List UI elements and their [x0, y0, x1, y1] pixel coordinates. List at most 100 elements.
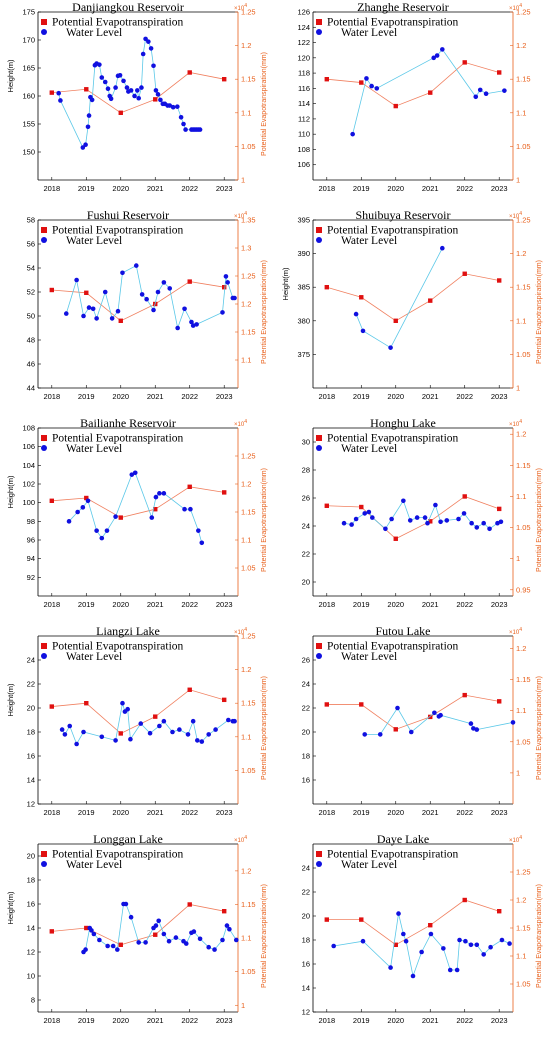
evap-point	[428, 714, 433, 720]
x-tick-label: 2022	[181, 600, 198, 609]
evap-point	[462, 692, 467, 698]
water-level-point	[94, 528, 99, 533]
legend-evap-label: Potential Evapotranspiration	[52, 433, 184, 445]
evap-point	[497, 909, 502, 914]
y2-tick-label: 1	[516, 554, 520, 563]
x-tick-label: 2018	[43, 1016, 60, 1025]
x-tick-label: 2022	[181, 392, 198, 401]
water-level-point	[447, 967, 453, 973]
evap-point	[462, 60, 467, 65]
chart-panel: Zhanghe Reservoir 2018 2019 2020 2021 2022 202…	[297, 0, 530, 193]
water-level-point	[507, 941, 512, 946]
water-level-point	[99, 535, 105, 541]
evap-point	[359, 504, 364, 510]
y2-tick-label: 1.15	[241, 900, 256, 909]
water-level-point	[440, 47, 445, 52]
evap-point	[462, 271, 467, 276]
legend-water-marker	[316, 237, 322, 243]
water-level-point	[170, 729, 175, 735]
water-level-point	[109, 316, 115, 321]
water-level-point	[105, 943, 110, 949]
water-level-point	[115, 947, 120, 952]
y-tick-label: 98	[27, 517, 35, 526]
legend-water-label: Water Level	[66, 443, 122, 455]
water-level-point	[396, 911, 401, 916]
water-level-point	[510, 720, 516, 725]
x-tick-label: 2022	[181, 184, 198, 193]
y-tick-label: 24	[27, 656, 35, 665]
evap-point	[462, 897, 467, 903]
water-level-point	[80, 505, 86, 510]
x-tick-label: 2018	[43, 184, 60, 193]
water-level-point	[86, 305, 92, 310]
legend-evap-marker	[41, 227, 47, 233]
water-level-point	[102, 79, 108, 85]
water-level-point	[473, 94, 479, 100]
water-level-point	[108, 96, 114, 102]
chart-title: Bailianhe Reservoir	[80, 416, 176, 430]
water-level-point	[224, 923, 230, 928]
chart-title: Futou Lake	[376, 624, 431, 638]
water-level-point	[360, 938, 366, 944]
evap-point	[118, 731, 123, 736]
water-level-point	[194, 322, 199, 327]
y2-tick-label: 1.15	[516, 75, 531, 84]
water-level-point	[113, 738, 118, 743]
x-tick-label: 2023	[216, 392, 233, 401]
x-tick-label: 2023	[216, 808, 233, 817]
y-tick-label: 114	[298, 99, 310, 108]
y-tick-label: 94	[27, 554, 35, 563]
evap-point	[497, 278, 502, 283]
evap-point	[497, 699, 502, 704]
evap-point	[84, 495, 89, 501]
x-tick-label: 2018	[318, 184, 335, 193]
water-level-point	[232, 718, 237, 724]
water-level-line	[343, 499, 502, 530]
chart-title: Longgan Lake	[93, 832, 163, 846]
water-level-point	[155, 92, 161, 97]
y-tick-label: 24	[302, 864, 310, 873]
water-level-point	[121, 78, 126, 84]
x-tick-label: 2020	[112, 184, 129, 193]
legend-water-label: Water Level	[66, 859, 122, 871]
legend-water-marker	[41, 653, 47, 659]
chart-panel: Fushui Reservoir 2018 2019 2020 2021 2022 2023…	[27, 208, 268, 401]
y-tick-label: 108	[297, 145, 310, 154]
water-level-point	[175, 325, 180, 331]
water-level-point	[483, 91, 489, 97]
water-level-point	[132, 93, 137, 99]
evap-point	[222, 77, 227, 82]
water-level-point	[477, 87, 483, 93]
x-tick-label: 2020	[387, 184, 404, 193]
water-level-point	[183, 127, 188, 132]
water-level-point	[94, 316, 99, 321]
water-level-point	[433, 502, 438, 508]
y2-tick-label: 1.15	[516, 675, 531, 684]
y2-tick-label: 1.05	[516, 523, 531, 532]
x-tick-label: 2022	[456, 392, 473, 401]
y-tick-label: 10	[27, 972, 35, 981]
water-level-point	[83, 142, 88, 148]
legend-evap-marker	[316, 435, 322, 441]
y-tick-label: 22	[302, 888, 310, 897]
water-level-point	[135, 88, 140, 93]
evap-point	[393, 103, 398, 109]
y-axis-label: Height(m)	[6, 475, 15, 508]
y2-tick-label: 1.05	[241, 142, 256, 151]
y2-axis-label: Potential Evapotranspiration(mm)	[536, 260, 543, 364]
y2-tick-label: 0.95	[516, 585, 531, 594]
evap-point	[84, 925, 89, 931]
water-level-line	[68, 472, 203, 543]
chart-panel: Danjiangkou Reservoir 2018 2019 2020 2021 202…	[6, 0, 268, 193]
water-level-point	[125, 706, 130, 712]
x-tick-label: 2021	[147, 184, 164, 193]
water-level-point	[383, 526, 388, 532]
y-tick-label: 44	[27, 384, 35, 393]
water-level-point	[139, 292, 145, 297]
